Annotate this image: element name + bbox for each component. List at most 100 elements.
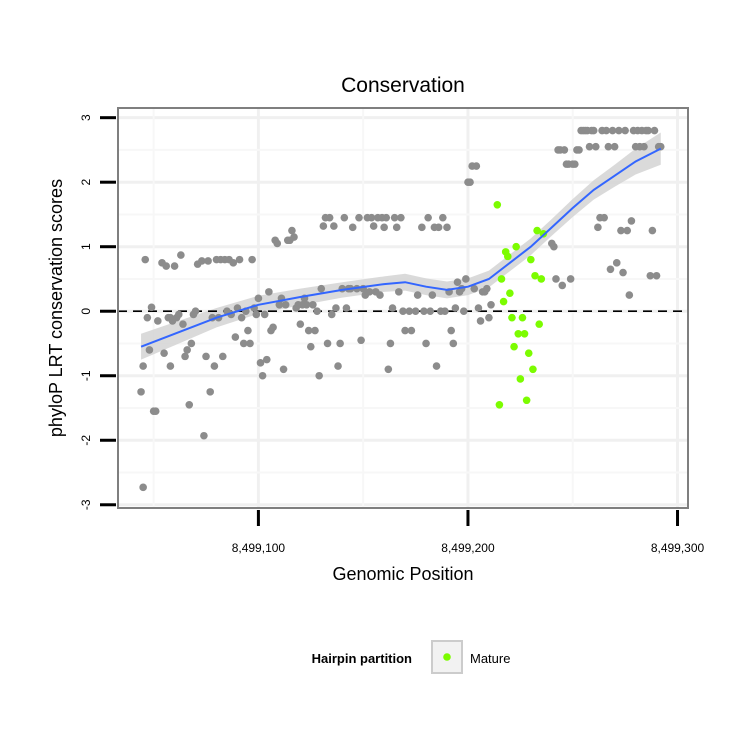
data-point (309, 300, 317, 309)
data-point-mature (503, 252, 512, 261)
data-point (449, 339, 458, 348)
data-point (382, 213, 391, 222)
data-point (246, 339, 254, 348)
y-tick-label: -3 (79, 499, 93, 510)
data-point (342, 304, 351, 312)
data-point (260, 310, 269, 319)
data-point (315, 371, 323, 380)
data-point (143, 313, 152, 322)
data-point (237, 313, 246, 322)
data-point (447, 326, 455, 335)
data-point (386, 339, 395, 348)
legend-title: Hairpin partition (312, 651, 412, 666)
data-point (390, 213, 399, 222)
data-point-mature (524, 349, 533, 357)
data-point (380, 223, 388, 232)
data-point (323, 339, 332, 348)
data-point-mature (510, 342, 518, 351)
data-point-mature (531, 271, 539, 280)
data-point (355, 213, 363, 222)
data-point (407, 326, 416, 335)
data-point (252, 310, 261, 319)
data-point (160, 349, 168, 357)
data-point-mature (516, 375, 525, 383)
data-point (644, 126, 652, 135)
data-point (154, 317, 162, 325)
y-axis-title: phyloP LRT conservation scores (46, 179, 66, 437)
data-point (571, 160, 579, 168)
data-point (367, 213, 376, 222)
data-point (439, 213, 447, 222)
data-point (231, 333, 240, 341)
data-point (399, 307, 407, 316)
data-point-mature (533, 226, 541, 235)
data-point (483, 284, 491, 293)
data-point (313, 307, 321, 316)
data-point (147, 303, 156, 312)
data-point (434, 223, 443, 232)
data-point (625, 291, 634, 299)
data-point-mature (508, 313, 516, 322)
data-point (418, 223, 426, 232)
data-point (181, 352, 189, 361)
data-point (459, 307, 468, 316)
data-point (273, 239, 282, 248)
data-point (187, 339, 196, 348)
data-point-mature (493, 200, 502, 209)
data-point (204, 257, 212, 265)
data-point (627, 217, 636, 225)
data-point (432, 362, 441, 370)
y-tick-label: -1 (79, 370, 93, 381)
y-tick-label: 3 (79, 114, 93, 121)
data-point (229, 259, 238, 267)
data-point (451, 304, 460, 312)
data-point (462, 275, 470, 283)
x-axis-title: Genomic Position (332, 564, 473, 584)
data-point (615, 126, 623, 135)
data-point (397, 213, 405, 222)
data-point (420, 307, 428, 316)
data-point (365, 288, 374, 296)
data-point-mature (522, 396, 531, 405)
chart-title: Conservation (341, 74, 465, 97)
data-point (357, 336, 365, 345)
data-point-mature (529, 365, 537, 374)
data-point (179, 320, 187, 328)
data-point (443, 223, 451, 232)
y-tick-label: 2 (79, 179, 93, 186)
data-point (256, 359, 265, 367)
y-tick-label: 0 (79, 308, 93, 315)
data-point (608, 126, 617, 135)
data-point (652, 271, 661, 280)
data-point (384, 365, 393, 374)
data-point (617, 226, 625, 235)
data-point (411, 307, 420, 316)
plot-border (117, 107, 689, 509)
data-point (248, 255, 256, 264)
data-point-mature (520, 330, 529, 338)
x-tick-label: 8,499,200 (441, 541, 495, 555)
data-point (145, 346, 154, 354)
data-point (262, 355, 271, 364)
data-point (413, 291, 422, 299)
data-point (395, 288, 403, 296)
data-point (311, 326, 319, 335)
data-point (585, 142, 594, 151)
data-point-mature (527, 255, 535, 264)
data-point (275, 300, 284, 309)
data-point (487, 300, 495, 309)
data-point (441, 307, 449, 316)
data-point (476, 317, 485, 325)
data-point (424, 213, 432, 222)
data-point (191, 307, 200, 316)
data-point (594, 223, 602, 232)
data-point (206, 388, 215, 396)
data-point-mature (497, 275, 506, 283)
data-point-mature (537, 275, 546, 283)
data-point (348, 223, 357, 232)
data-point (137, 388, 145, 396)
data-point (453, 278, 462, 286)
data-point (139, 483, 147, 492)
data-point (606, 265, 615, 274)
